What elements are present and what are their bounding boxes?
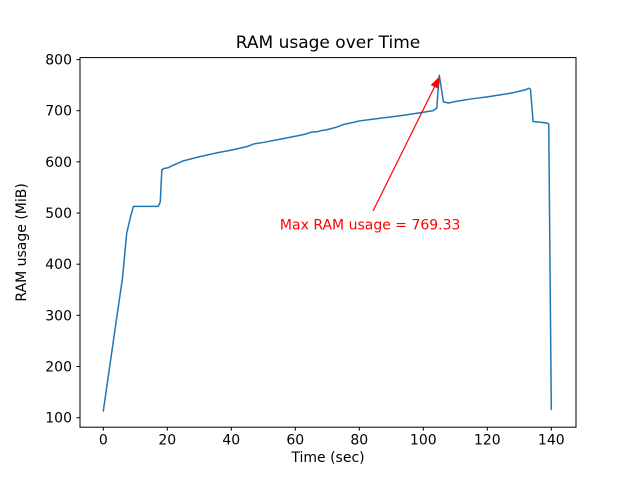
annotation-arrow [372, 76, 440, 212]
y-tick-label: 700 [45, 104, 72, 120]
x-tick-label: 60 [286, 433, 304, 449]
y-tick-label: 800 [45, 53, 72, 69]
plot-border [79, 57, 577, 428]
x-tick-label: 0 [99, 433, 108, 449]
ram-usage-line [102, 74, 553, 412]
y-tick-label: 600 [45, 155, 72, 171]
max-annotation-text: Max RAM usage = 769.33 [280, 217, 461, 233]
x-tick-label: 20 [158, 433, 176, 449]
x-tick-label: 100 [410, 433, 437, 449]
x-tick-label: 80 [350, 433, 368, 449]
y-tick-label: 500 [45, 206, 72, 222]
chart-title: RAM usage over Time [236, 33, 420, 53]
y-tick-label: 400 [45, 257, 72, 273]
x-axis-label: Time (sec) [290, 450, 364, 466]
y-tick-label: 300 [45, 308, 72, 324]
y-axis-label: RAM usage (MiB) [14, 183, 30, 301]
y-tick-label: 200 [45, 360, 72, 376]
x-tick-label: 120 [474, 433, 501, 449]
x-tick-label: 140 [538, 433, 565, 449]
x-tick-label: 40 [222, 433, 240, 449]
y-tick-label: 100 [45, 411, 72, 427]
